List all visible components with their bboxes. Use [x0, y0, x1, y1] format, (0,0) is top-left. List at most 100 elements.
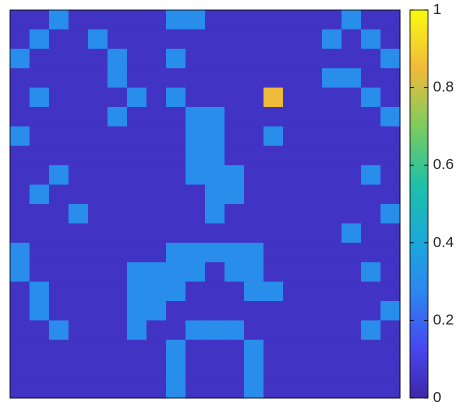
heat-cell [146, 301, 167, 321]
heat-cell [361, 126, 381, 147]
heat-cell [263, 29, 284, 50]
heat-cell [49, 320, 69, 341]
heat-cell [49, 359, 69, 380]
heat-cell [68, 301, 89, 321]
heat-cell [341, 378, 362, 399]
heat-cell [49, 223, 69, 244]
heat-cell [185, 145, 206, 166]
heat-cell [302, 68, 323, 89]
heat-cell [205, 204, 225, 224]
heat-cell [127, 281, 147, 302]
heat-cell [361, 301, 381, 321]
heat-cell [224, 48, 245, 69]
heat-cell [263, 320, 284, 341]
heat-cell [224, 223, 245, 244]
heat-cell [185, 48, 206, 69]
heat-cell [380, 126, 401, 147]
heat-cell [127, 242, 147, 263]
heat-cell [88, 107, 108, 127]
heat-cell [380, 145, 401, 166]
heat-cell [380, 165, 401, 186]
heat-cell [88, 301, 108, 321]
heat-cell [127, 48, 147, 69]
heat-cell [185, 242, 206, 263]
heat-cell [49, 301, 69, 321]
heat-cell [185, 223, 206, 244]
heat-cell [224, 301, 245, 321]
heat-cell [361, 339, 381, 360]
heat-cell [224, 68, 245, 89]
heat-cell [380, 301, 401, 321]
heat-cell [205, 339, 225, 360]
colorbar-tick-label: 0.2 [433, 311, 454, 328]
heat-cell [146, 359, 167, 380]
heat-cell [127, 320, 147, 341]
heat-cell [380, 242, 401, 263]
heat-cell [68, 320, 89, 341]
heat-cell [302, 242, 323, 263]
heat-cell [10, 126, 30, 147]
heat-cell [127, 29, 147, 50]
heat-cell [107, 145, 128, 166]
heat-cell [302, 48, 323, 69]
heat-cell [166, 145, 186, 166]
heat-cell [263, 242, 284, 263]
heat-cell [49, 48, 69, 69]
heat-cell [244, 301, 264, 321]
heat-cell [205, 126, 225, 147]
heat-cell [302, 359, 323, 380]
heat-cell [361, 10, 381, 30]
heat-cell [205, 378, 225, 399]
heat-cell [322, 184, 342, 205]
heat-cell [302, 165, 323, 186]
heat-cell [166, 242, 186, 263]
heat-cell [88, 29, 108, 50]
heat-cell [322, 87, 342, 108]
heat-cell [244, 145, 264, 166]
heat-cell [380, 107, 401, 127]
heat-cell [88, 184, 108, 205]
heat-cell [322, 301, 342, 321]
heat-cell [205, 320, 225, 341]
heat-cell [205, 68, 225, 89]
heat-cell [322, 223, 342, 244]
heat-cell [166, 301, 186, 321]
heat-cell [10, 378, 30, 399]
heat-cell [107, 29, 128, 50]
heat-cell [361, 242, 381, 263]
heat-cell [205, 184, 225, 205]
heat-cell [361, 378, 381, 399]
heat-cell [224, 184, 245, 205]
heat-cell [107, 339, 128, 360]
heat-cell [322, 242, 342, 263]
heat-cell [127, 204, 147, 224]
heat-cell [127, 87, 147, 108]
heat-cell [302, 339, 323, 360]
heat-cell [205, 107, 225, 127]
heat-cell [341, 301, 362, 321]
heat-cell [146, 320, 167, 341]
heat-cell [10, 10, 30, 30]
heat-cell [166, 165, 186, 186]
heat-cell [205, 281, 225, 302]
heat-cell [49, 87, 69, 108]
heat-cell [302, 10, 323, 30]
heat-cell [49, 281, 69, 302]
heat-cell [380, 10, 401, 30]
heat-cell [29, 320, 50, 341]
heat-cell [361, 48, 381, 69]
heat-cell [166, 320, 186, 341]
heat-cell [380, 359, 401, 380]
heat-cell [88, 281, 108, 302]
heat-cell [302, 301, 323, 321]
heat-cell [205, 145, 225, 166]
heat-cell [361, 29, 381, 50]
heat-cell [127, 223, 147, 244]
heat-cell [341, 145, 362, 166]
heat-cell [283, 339, 303, 360]
heat-cell [49, 204, 69, 224]
heat-cell [166, 378, 186, 399]
heat-cell [146, 126, 167, 147]
heat-cell [263, 223, 284, 244]
